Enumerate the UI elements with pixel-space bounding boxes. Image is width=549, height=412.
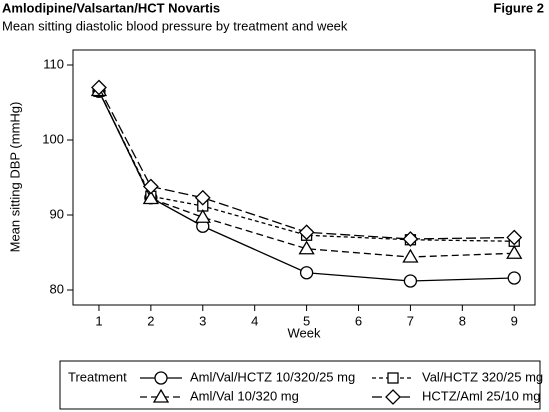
x-tick-label: 1 (95, 313, 102, 328)
x-axis-label: Week (288, 325, 321, 340)
y-tick-label: 110 (43, 56, 64, 71)
y-tick-label: 80 (50, 281, 64, 296)
chart-title: Mean sitting diastolic blood pressure by… (2, 18, 348, 33)
x-tick-label: 9 (511, 313, 518, 328)
marker (142, 178, 159, 195)
marker (403, 274, 418, 288)
legend-label: Aml/Val/HCTZ 10/320/25 mg (190, 369, 355, 384)
marker (91, 79, 107, 96)
legend-title: Treatment (68, 369, 127, 384)
x-tick-label: 5 (303, 313, 310, 328)
marker (387, 372, 399, 384)
marker (154, 371, 168, 385)
marker (152, 388, 170, 403)
header: Amlodipine/Valsartan/HCT Novartis (2, 0, 220, 15)
marker (298, 224, 315, 241)
series-line (98, 90, 515, 242)
x-tick-label: 4 (251, 313, 258, 328)
series-line (98, 90, 515, 258)
y-tick-label: 100 (42, 131, 64, 146)
marker (298, 240, 315, 255)
plot-frame (72, 49, 536, 306)
marker (194, 189, 211, 206)
y-tick-label: 90 (50, 206, 64, 221)
x-tick-label: 2 (147, 313, 154, 328)
marker (506, 244, 523, 259)
y-axis-label: Mean sitting DBP (mmHg) (7, 102, 22, 253)
legend-label: HCTZ/Aml 25/10 mg (422, 388, 540, 403)
marker (194, 208, 211, 223)
x-tick-label: 7 (407, 313, 414, 328)
x-tick-label: 8 (459, 313, 466, 328)
marker (142, 190, 159, 205)
marker (507, 271, 521, 285)
marker (385, 389, 401, 405)
legend-label: Aml/Val 10/320 mg (190, 388, 299, 403)
series-line (98, 87, 515, 240)
x-tick-label: 6 (355, 313, 362, 328)
marker (506, 229, 523, 246)
legend-label: Val/HCTZ 320/25 mg (422, 369, 543, 384)
marker (402, 248, 419, 263)
marker (299, 266, 314, 280)
marker (402, 231, 419, 247)
figure-label: Figure 2 (493, 0, 544, 15)
x-tick-label: 3 (199, 313, 206, 328)
legend-frame (59, 360, 541, 410)
